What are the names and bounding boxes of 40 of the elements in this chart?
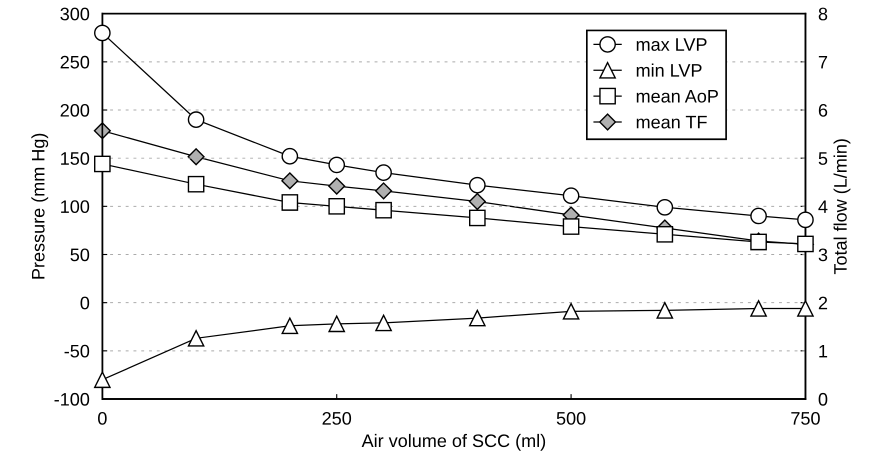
- y2-tick-label: 8: [818, 8, 828, 20]
- x-axis-title: Air volume of SCC (ml): [362, 434, 546, 451]
- point: [375, 202, 392, 219]
- y2-tick-label: 0: [818, 392, 828, 406]
- y2-axis-title: Total flow (L/min): [834, 139, 850, 274]
- y2-tick-label: 6: [818, 104, 828, 117]
- y-tick-label: 0: [80, 296, 90, 310]
- y-tick-label: 200: [60, 104, 90, 117]
- legend-label: mean AoP: [636, 90, 718, 103]
- y2-tick-label: 3: [818, 248, 828, 262]
- point: [656, 226, 674, 243]
- point: [281, 172, 298, 190]
- point: [468, 192, 486, 210]
- y2-tick-label: 2: [818, 296, 828, 310]
- point: [328, 178, 346, 195]
- point: [562, 218, 580, 235]
- legend-label: mean TF: [636, 116, 707, 128]
- point: [282, 194, 298, 211]
- y-tick-label: -100: [54, 392, 90, 406]
- x-tick-label: 250: [322, 412, 352, 425]
- y-tick-label: 300: [60, 8, 90, 20]
- point: [94, 156, 111, 172]
- y-axis-title: Pressure (mm Hg): [31, 134, 48, 279]
- x-tick-label: 750: [791, 412, 820, 425]
- y2-tick-label: 4: [818, 200, 828, 213]
- point: [188, 148, 205, 166]
- x-tick-label: 0: [98, 412, 107, 425]
- y2-tick-label: 7: [818, 56, 828, 68]
- y2-tick-label: 5: [818, 152, 828, 165]
- y-tick-label: 150: [61, 152, 90, 165]
- legend-label: min LVP: [636, 63, 702, 77]
- y2-tick-label: 1: [819, 344, 828, 358]
- y-tick-label: -50: [64, 344, 90, 358]
- y-tick-label: 250: [60, 56, 90, 69]
- point: [375, 182, 392, 200]
- point: [328, 198, 346, 215]
- legend-label: max LVP: [636, 38, 707, 51]
- y-tick-label: 100: [61, 200, 90, 214]
- x-tick-label: 500: [556, 412, 586, 425]
- y-tick-label: 50: [70, 248, 90, 262]
